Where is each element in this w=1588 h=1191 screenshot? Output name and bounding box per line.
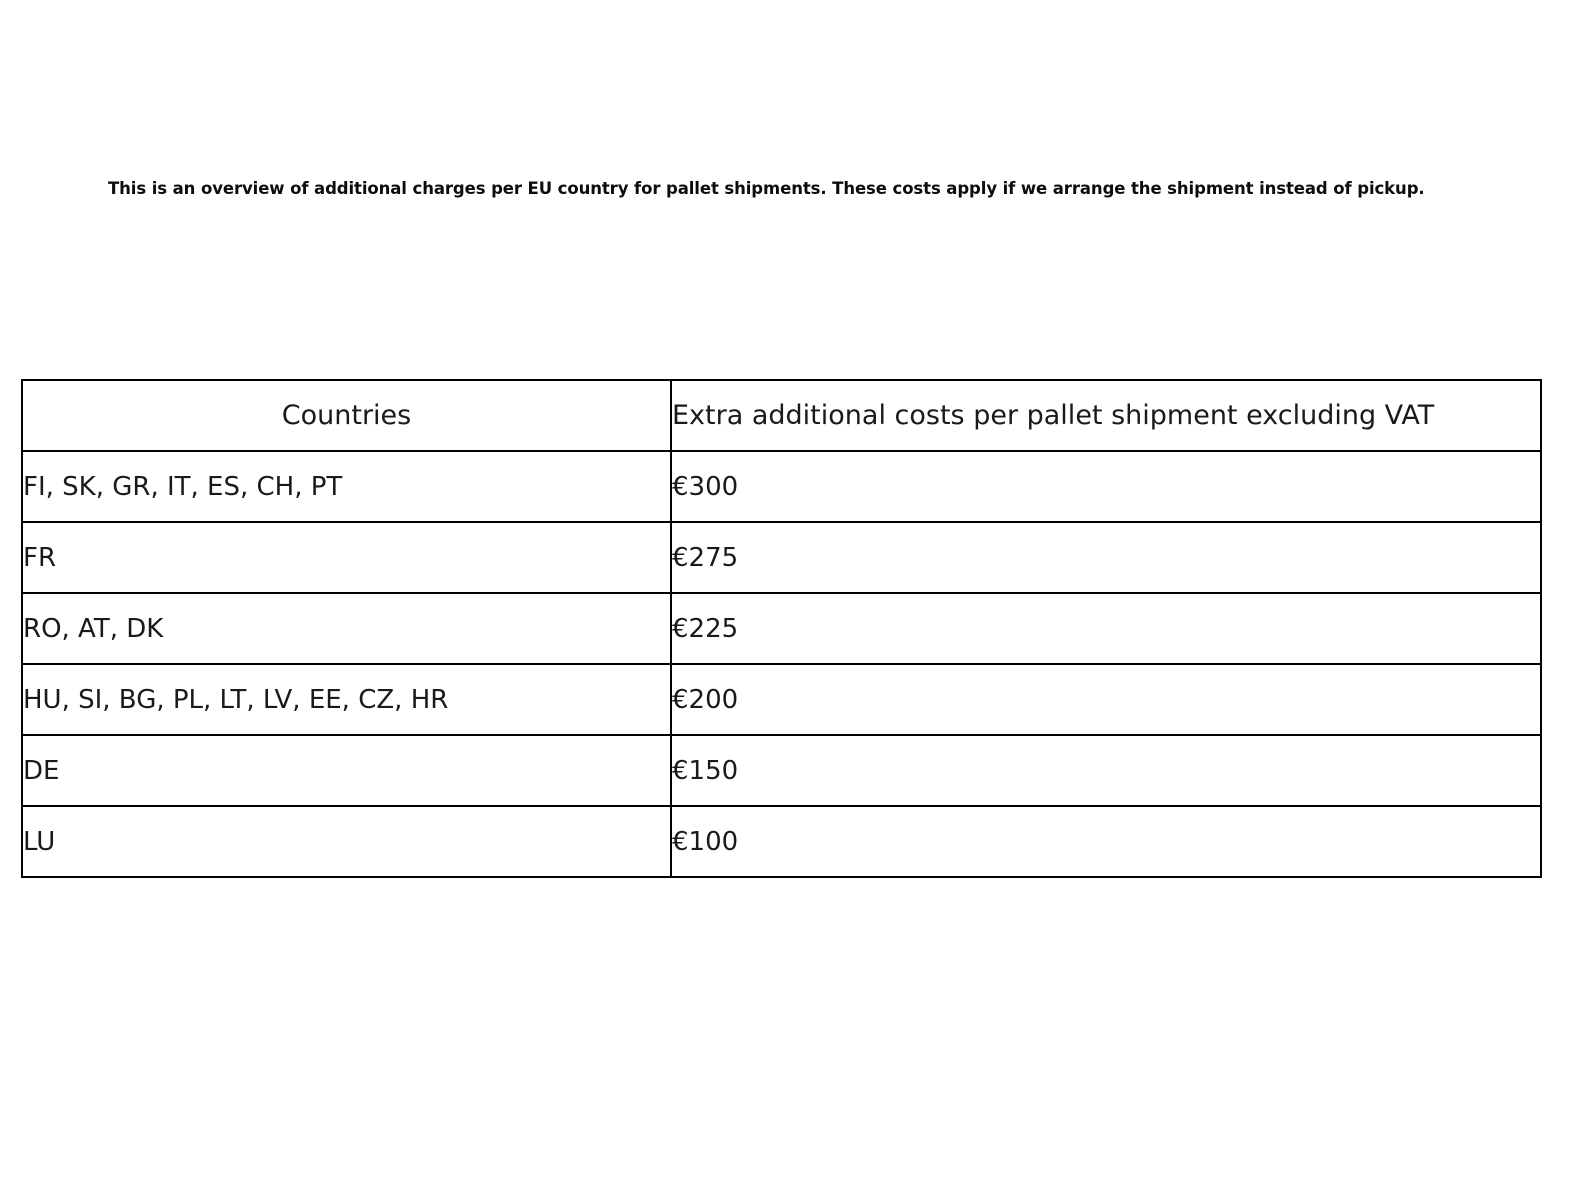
cell-cost: €100 [670,805,1542,878]
table-row: HU, SI, BG, PL, LT, LV, EE, CZ, HR €200 [21,663,1542,736]
cell-cost: €200 [670,663,1542,736]
cell-cost: €275 [670,521,1542,594]
table-body: FI, SK, GR, IT, ES, CH, PT €300 FR €275 … [21,450,1542,878]
table-row: FR €275 [21,521,1542,594]
column-header-countries: Countries [21,379,672,452]
cell-countries: FI, SK, GR, IT, ES, CH, PT [21,450,672,523]
table-header-row: Countries Extra additional costs per pal… [21,379,1542,452]
cell-countries: DE [21,734,672,807]
table-header: Countries Extra additional costs per pal… [21,379,1542,452]
charges-table-container: Countries Extra additional costs per pal… [21,379,1542,878]
cell-countries: HU, SI, BG, PL, LT, LV, EE, CZ, HR [21,663,672,736]
column-header-cost: Extra additional costs per pallet shipme… [670,379,1542,452]
cell-cost: €225 [670,592,1542,665]
cell-countries: RO, AT, DK [21,592,672,665]
intro-note: This is an overview of additional charge… [108,178,1425,198]
table-row: LU €100 [21,805,1542,878]
table-row: RO, AT, DK €225 [21,592,1542,665]
table-row: FI, SK, GR, IT, ES, CH, PT €300 [21,450,1542,523]
cell-cost: €150 [670,734,1542,807]
cell-countries: LU [21,805,672,878]
table-row: DE €150 [21,734,1542,807]
shipping-charges-table: Countries Extra additional costs per pal… [21,379,1542,878]
cell-countries: FR [21,521,672,594]
cell-cost: €300 [670,450,1542,523]
